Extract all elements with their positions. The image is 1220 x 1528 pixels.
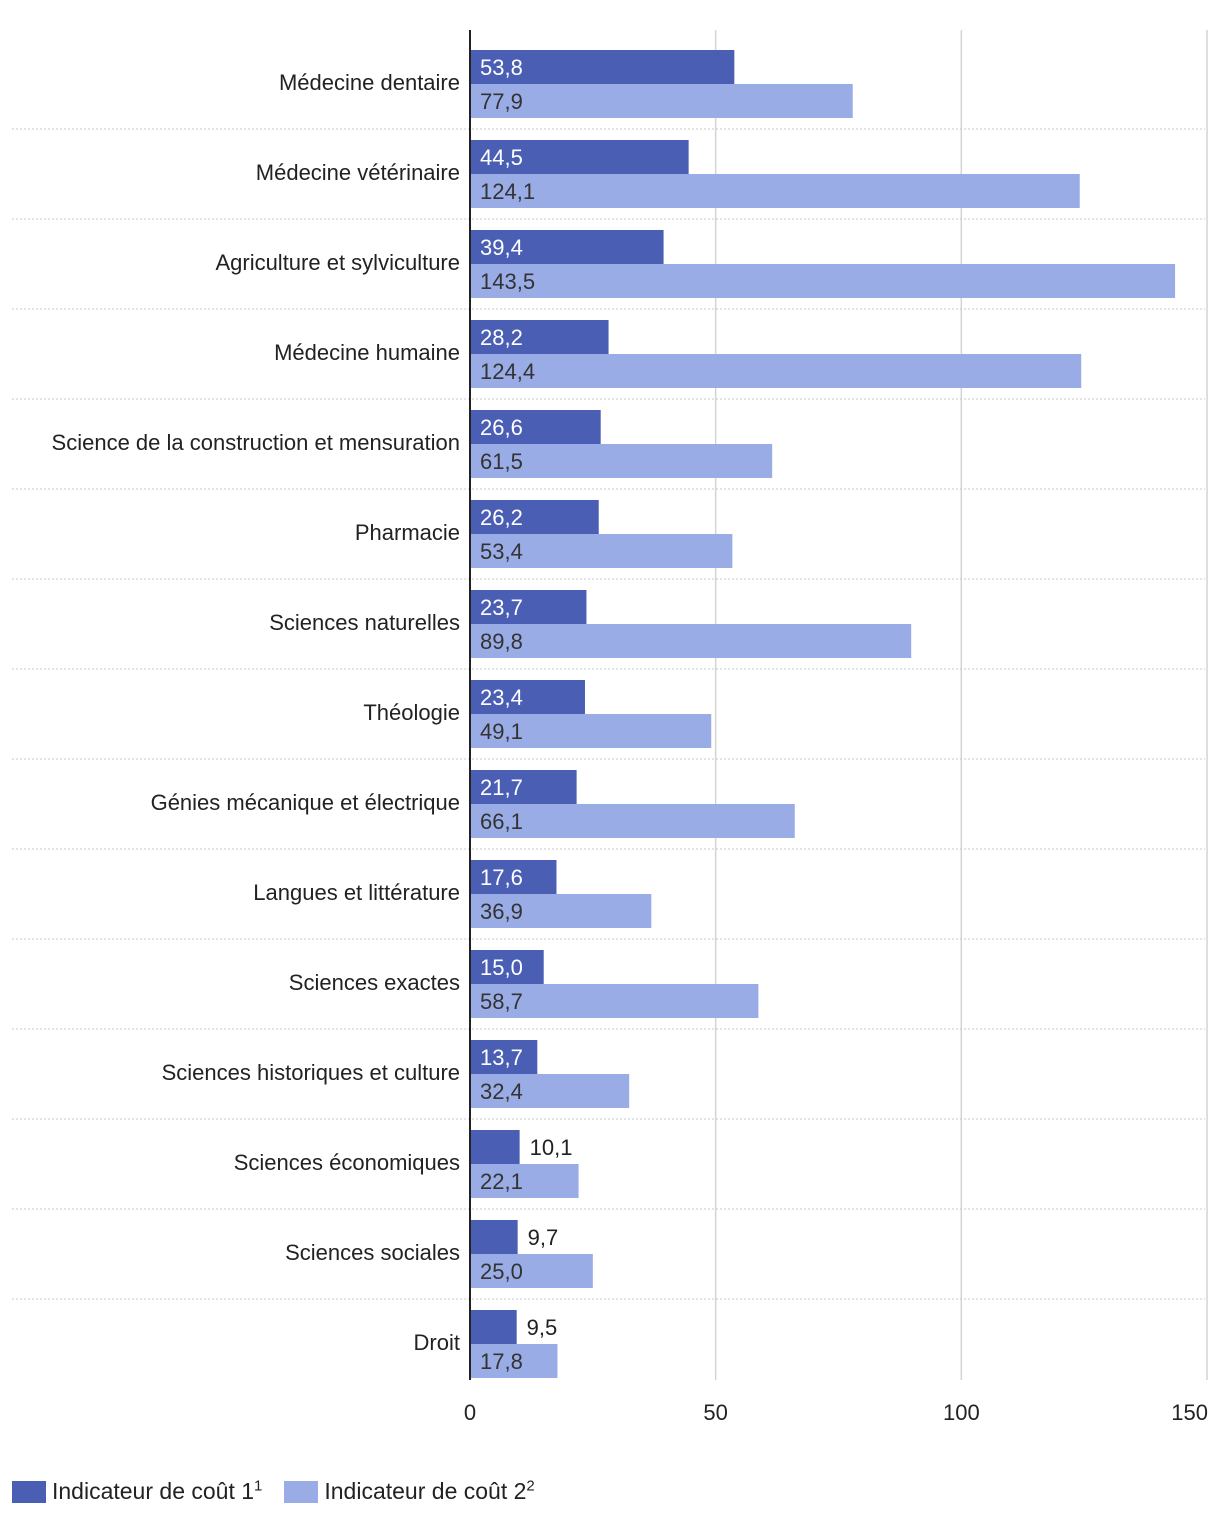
category-label: Science de la construction et mensuratio… <box>52 430 460 455</box>
bar-series-2 <box>470 894 652 928</box>
x-tick-label: 50 <box>703 1400 727 1425</box>
bar-series-1 <box>470 680 585 714</box>
bar-series-2 <box>470 174 1080 208</box>
data-label-series-2: 17,8 <box>480 1349 523 1374</box>
legend-footnote-1: 1 <box>254 1477 263 1495</box>
data-label-series-1: 13,7 <box>480 1045 523 1070</box>
data-label-series-1: 9,7 <box>528 1225 559 1250</box>
legend-swatch-series-1 <box>12 1480 46 1503</box>
data-label-series-1: 53,8 <box>480 55 523 80</box>
data-label-series-2: 32,4 <box>480 1079 523 1104</box>
category-label: Droit <box>414 1330 460 1355</box>
legend-label-series-1: Indicateur de coût 1 <box>52 1478 255 1504</box>
bar-series-2 <box>470 1344 558 1378</box>
data-label-series-2: 143,5 <box>480 269 535 294</box>
category-label: Génies mécanique et électrique <box>151 790 460 815</box>
bar-series-1 <box>470 1310 517 1344</box>
data-label-series-2: 25,0 <box>480 1259 523 1284</box>
bar-series-1 <box>470 140 689 174</box>
data-label-series-1: 15,0 <box>480 955 523 980</box>
bar-series-2 <box>470 1254 593 1288</box>
bar-series-1 <box>470 320 609 354</box>
bar-series-1 <box>470 500 599 534</box>
data-label-series-1: 44,5 <box>480 145 523 170</box>
category-label: Pharmacie <box>355 520 460 545</box>
bar-series-2 <box>470 84 853 118</box>
x-tick-label: 150 <box>1171 1400 1208 1425</box>
bar-series-1 <box>470 1220 518 1254</box>
bar-series-2 <box>470 624 912 658</box>
data-label-series-2: 53,4 <box>480 539 523 564</box>
bar-series-2 <box>470 264 1176 298</box>
category-label: Théologie <box>363 700 460 725</box>
category-label: Langues et littérature <box>253 880 460 905</box>
category-label: Agriculture et sylviculture <box>215 250 460 275</box>
bar-series-2 <box>470 804 795 838</box>
bar-series-1 <box>470 590 587 624</box>
data-label-series-2: 124,4 <box>480 359 535 384</box>
bar-series-2 <box>470 444 773 478</box>
data-label-series-2: 124,1 <box>480 179 535 204</box>
data-label-series-2: 77,9 <box>480 89 523 114</box>
bar-series-2 <box>470 1074 630 1108</box>
category-label: Sciences exactes <box>289 970 460 995</box>
category-label: Sciences économiques <box>234 1150 460 1175</box>
bar-series-2 <box>470 354 1082 388</box>
bar-chart: Médecine dentaire 53,8 77,9 Médecine vétéri… <box>12 30 1208 1425</box>
legend-label-series-2: Indicateur de coût 2 <box>324 1478 527 1504</box>
bar-series-1 <box>470 860 557 894</box>
legend-item-series-2: Indicateur de coût 22 <box>284 1477 535 1505</box>
bar-series-2 <box>470 714 712 748</box>
category-label: Médecine dentaire <box>279 70 460 95</box>
data-label-series-2: 61,5 <box>480 449 523 474</box>
legend: Indicateur de coût 11 Indicateur de coût… <box>12 1478 557 1505</box>
data-label-series-2: 89,8 <box>480 629 523 654</box>
bar-series-1 <box>470 230 664 264</box>
data-label-series-1: 23,7 <box>480 595 523 620</box>
x-tick-label: 100 <box>943 1400 980 1425</box>
bar-series-2 <box>470 984 759 1018</box>
data-label-series-2: 36,9 <box>480 899 523 924</box>
data-label-series-2: 22,1 <box>480 1169 523 1194</box>
legend-item-series-1: Indicateur de coût 11 <box>12 1478 262 1505</box>
category-label: Sciences historiques et culture <box>162 1060 460 1085</box>
bar-series-1 <box>470 770 577 804</box>
data-label-series-1: 28,2 <box>480 325 523 350</box>
data-label-series-1: 39,4 <box>480 235 523 260</box>
data-label-series-1: 26,6 <box>480 415 523 440</box>
category-label: Médecine vétérinaire <box>256 160 460 185</box>
legend-swatch-series-2 <box>284 1480 319 1503</box>
data-label-series-1: 26,2 <box>480 505 523 530</box>
bar-series-1 <box>470 410 601 444</box>
data-label-series-1: 10,1 <box>530 1135 573 1160</box>
bar-series-1 <box>470 50 735 84</box>
data-label-series-1: 9,5 <box>527 1315 558 1340</box>
data-label-series-2: 66,1 <box>480 809 523 834</box>
data-label-series-2: 58,7 <box>480 989 523 1014</box>
bar-series-2 <box>470 534 733 568</box>
category-label: Sciences sociales <box>285 1240 460 1265</box>
data-label-series-2: 49,1 <box>480 719 523 744</box>
x-tick-label: 0 <box>464 1400 476 1425</box>
bar-series-2 <box>470 1164 579 1198</box>
bar-series-1 <box>470 1130 520 1164</box>
data-label-series-1: 17,6 <box>480 865 523 890</box>
category-label: Médecine humaine <box>274 340 460 365</box>
legend-footnote-2: 2 <box>526 1477 535 1495</box>
data-label-series-1: 23,4 <box>480 685 523 710</box>
bar-series-1 <box>470 1040 538 1074</box>
category-label: Sciences naturelles <box>269 610 460 635</box>
bar-series-1 <box>470 950 544 984</box>
data-label-series-1: 21,7 <box>480 775 523 800</box>
